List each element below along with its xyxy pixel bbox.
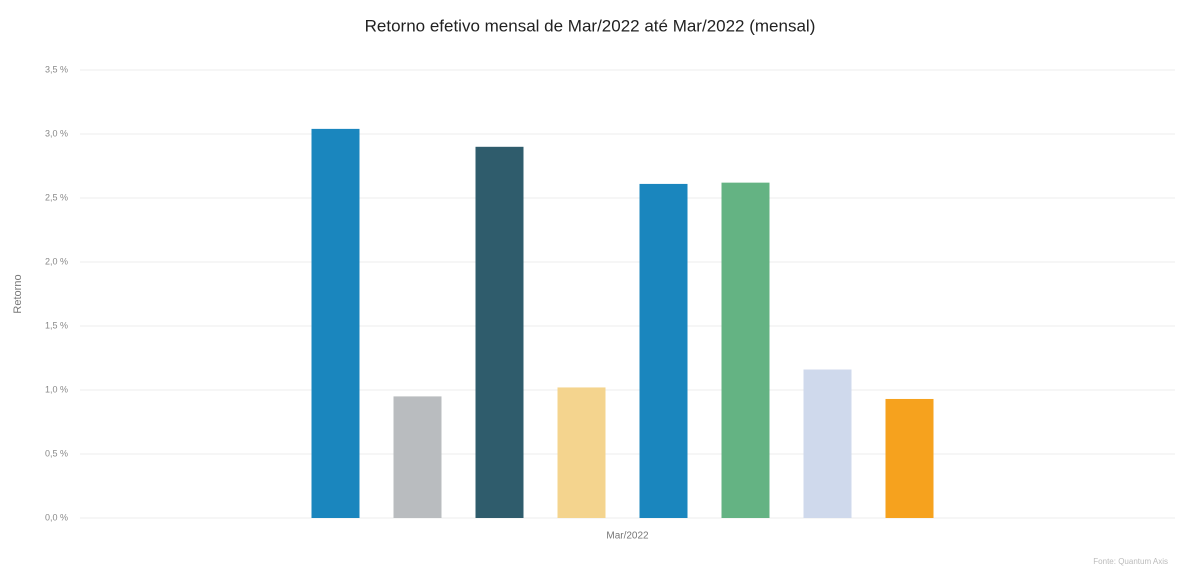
y-axis-label: Retorno <box>12 274 24 313</box>
bar <box>557 387 606 518</box>
bar <box>721 182 770 518</box>
bar <box>475 146 524 519</box>
y-tick-label: 1,5 % <box>45 320 68 330</box>
bar <box>803 369 852 518</box>
bar <box>885 398 934 518</box>
bar <box>393 396 442 518</box>
bar <box>311 128 360 518</box>
y-tick-label: 1,0 % <box>45 384 68 394</box>
x-tick-label: Mar/2022 <box>606 531 649 542</box>
y-tick-label: 0,5 % <box>45 448 68 458</box>
chart-title: Retorno efetivo mensal de Mar/2022 até M… <box>365 16 816 35</box>
bar <box>639 183 688 519</box>
y-tick-label: 2,5 % <box>45 192 68 202</box>
y-tick-label: 0,0 % <box>45 512 68 522</box>
y-tick-label: 2,0 % <box>45 256 68 266</box>
y-tick-label: 3,0 % <box>45 128 68 138</box>
y-tick-label: 3,5 % <box>45 64 68 74</box>
source: Fonte: Quantum Axis <box>1093 557 1168 566</box>
